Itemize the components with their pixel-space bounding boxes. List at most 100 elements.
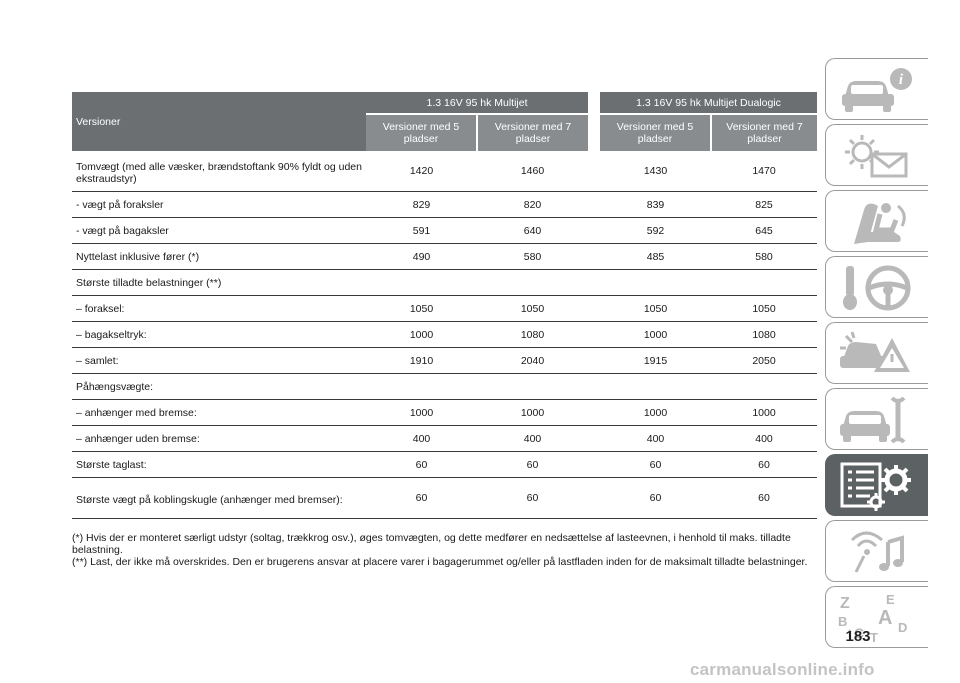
cell-value: 592	[600, 217, 712, 244]
cell-value: 1080	[711, 321, 818, 348]
cell-value: 485	[600, 243, 712, 270]
cell-gap	[588, 399, 601, 426]
row-label: Største vægt på koblingskugle (anhænger …	[72, 477, 366, 519]
row-label: - vægt på foraksler	[72, 191, 366, 218]
chapter-tab[interactable]	[825, 190, 928, 252]
chapter-tab[interactable]: i	[825, 58, 928, 120]
cell-value: 820	[477, 191, 589, 218]
subheader: Versioner med 5 pladser	[366, 113, 477, 151]
table-row: – anhænger uden bremse: 400 400 400 400	[72, 425, 818, 452]
cell-value: 60	[366, 451, 477, 478]
cell-value: 400	[477, 425, 589, 452]
cell-gap	[588, 373, 601, 400]
cell-value: 1000	[600, 321, 712, 348]
cell-value: 1050	[477, 295, 589, 322]
subheader: Versioner med 5 pladser	[600, 113, 712, 151]
table-row: Største vægt på koblingskugle (anhænger …	[72, 477, 818, 519]
cell-value: 1000	[477, 399, 589, 426]
row-label: Påhængsvægte:	[72, 373, 366, 400]
cell-gap	[588, 347, 601, 374]
cell-value	[711, 373, 818, 400]
cell-value: 2040	[477, 347, 589, 374]
table-row: Påhængsvægte:	[72, 373, 818, 400]
car-info-icon: i	[842, 68, 912, 112]
cell-value: 60	[477, 451, 589, 478]
chapter-tab[interactable]	[825, 322, 928, 384]
table-row: Nyttelast inklusive fører (*) 490 580 48…	[72, 243, 818, 270]
index-letter: E	[886, 592, 895, 607]
cell-value: 591	[366, 217, 477, 244]
cell-value	[477, 269, 589, 296]
cell-value: 490	[366, 243, 477, 270]
row-label: – samlet:	[72, 347, 366, 374]
cell-value: 400	[600, 425, 712, 452]
engine-group-header: 1.3 16V 95 hk Multijet Dualogic	[600, 92, 818, 114]
cell-value: 1050	[711, 295, 818, 322]
chapter-tab-active[interactable]	[825, 454, 928, 516]
row-label: – anhænger med bremse:	[72, 399, 366, 426]
index-letter: T	[870, 630, 878, 644]
table-row: - vægt på bagaksler 591 640 592 645	[72, 217, 818, 244]
cell-value: 1910	[366, 347, 477, 374]
index-letter: B	[838, 614, 847, 629]
table-row: – foraksel: 1050 1050 1050 1050	[72, 295, 818, 322]
subheader: Versioner med 7 pladser	[710, 113, 818, 151]
cell-value: 60	[711, 477, 818, 519]
row-label: – bagakseltryk:	[72, 321, 366, 348]
cell-value	[600, 269, 712, 296]
seat-airbag-icon	[854, 203, 906, 244]
index-letter: I	[848, 627, 851, 641]
cell-gap	[588, 191, 601, 218]
weights-table: Versioner 1.3 16V 95 hk Multijet 1.3 16V…	[72, 92, 818, 519]
cell-gap	[588, 243, 601, 270]
cell-gap	[588, 477, 601, 519]
footnotes: (*) Hvis der er monteret særligt udstyr …	[72, 532, 820, 568]
table-row: – samlet: 1910 2040 1915 2050	[72, 347, 818, 374]
cell-gap	[588, 321, 601, 348]
cell-value: 839	[600, 191, 712, 218]
cell-value	[600, 373, 712, 400]
chapter-tab[interactable]	[825, 256, 928, 318]
chapter-tabs: i	[825, 58, 928, 652]
cell-value: 580	[711, 243, 818, 270]
cell-gap	[588, 269, 601, 296]
row-label: Tomvægt (med alle væsker, brændstoftank …	[72, 151, 366, 192]
chapter-tab[interactable]	[825, 124, 928, 186]
cell-gap	[588, 151, 601, 192]
index-letter: C	[854, 625, 864, 641]
cell-value: 60	[477, 477, 589, 519]
index-letter: Z	[840, 595, 850, 612]
footnote: (*) Hvis der er monteret særligt udstyr …	[72, 532, 791, 556]
table-row: – anhænger med bremse: 1000 1000 1000 10…	[72, 399, 818, 426]
header-gap	[588, 114, 601, 151]
row-label: – anhænger uden bremse:	[72, 425, 366, 452]
cell-value: 1000	[366, 321, 477, 348]
cell-value: 825	[711, 191, 818, 218]
cell-value: 1915	[600, 347, 712, 374]
cell-value: 1050	[600, 295, 712, 322]
chapter-tab[interactable]: Z E A B C T D I	[825, 586, 928, 648]
warning-light-envelope-icon	[845, 135, 908, 178]
cell-value: 645	[711, 217, 818, 244]
cell-value: 1470	[711, 151, 818, 192]
key-steering-wheel-icon	[843, 265, 911, 311]
cell-value: 2050	[711, 347, 818, 374]
cell-value	[711, 269, 818, 296]
cell-value: 1000	[366, 399, 477, 426]
table-row: Tomvægt (med alle væsker, brændstoftank …	[72, 151, 818, 192]
chapter-tab[interactable]	[825, 388, 928, 450]
page-number: 183	[845, 628, 871, 645]
version-header: Versioner	[72, 92, 366, 151]
index-letter: A	[878, 607, 892, 629]
cell-value: 1460	[477, 151, 589, 192]
table-row: Største tilladte belastninger (**)	[72, 269, 818, 296]
engine-group-header: 1.3 16V 95 hk Multijet	[366, 92, 589, 114]
cell-value: 60	[600, 451, 712, 478]
cell-value: 1420	[366, 151, 477, 192]
cell-gap	[588, 295, 601, 322]
cell-value: 400	[366, 425, 477, 452]
header-gap	[588, 92, 601, 114]
cell-value: 829	[366, 191, 477, 218]
chapter-tab[interactable]	[825, 520, 928, 582]
